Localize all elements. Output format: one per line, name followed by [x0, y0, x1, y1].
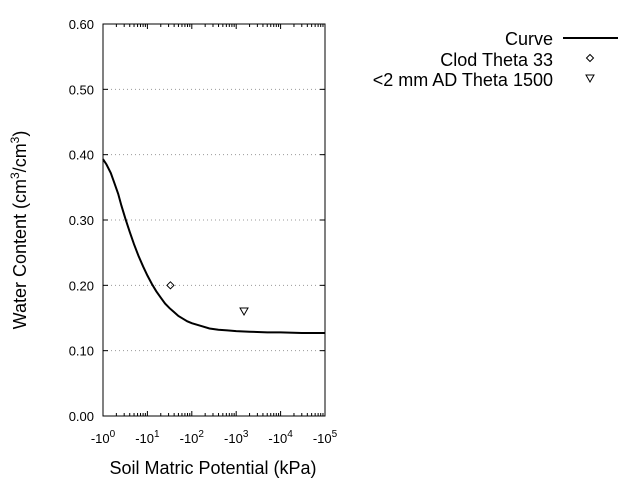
x-tick-labels: -100 -101 -102 -103 -104 -105: [91, 429, 338, 446]
y-tick-label: 0.40: [69, 148, 94, 163]
legend-label-ad-theta-1500: <2 mm AD Theta 1500: [373, 70, 553, 90]
y-tick-label: 0.50: [69, 82, 94, 97]
x-axis-title: Soil Matric Potential (kPa): [109, 458, 316, 478]
legend: Curve Clod Theta 33 <2 mm AD Theta 1500: [373, 29, 618, 90]
legend-label-curve: Curve: [505, 29, 553, 49]
grid-lines: [103, 88, 325, 352]
y-tick-label: 0.60: [69, 17, 94, 32]
y-axis-title-end: ): [10, 131, 30, 137]
y-axis-title-mid: /cm: [10, 143, 30, 172]
legend-marker-diamond: [585, 53, 595, 63]
y-tick-label: 0.00: [69, 409, 94, 424]
y-axis-title-main: Water Content (cm: [10, 179, 30, 329]
y-tick-label: 0.10: [69, 344, 94, 359]
x-tick-label: -103: [224, 429, 249, 446]
clod-theta-33-point: [166, 281, 175, 290]
x-tick-label: -100: [91, 429, 116, 446]
y-tick-labels: 0.00 0.10 0.20 0.30 0.40 0.50 0.60: [69, 17, 94, 424]
x-tick-label: -101: [135, 429, 160, 446]
y-axis-title-sup2: 3: [8, 136, 22, 143]
plot-series: [102, 158, 325, 334]
legend-label-clod-theta-33: Clod Theta 33: [440, 50, 553, 70]
legend-marker-triangle: [585, 74, 595, 84]
y-tick-label: 0.30: [69, 213, 94, 228]
y-tick-label: 0.20: [69, 278, 94, 293]
ad-theta-1500-point: [239, 307, 249, 316]
axis-ticks: [102, 23, 326, 417]
x-tick-label: -105: [313, 429, 338, 446]
y-axis-title-sup1: 3: [8, 172, 22, 179]
curve-line: [102, 158, 325, 334]
x-tick-label: -102: [180, 429, 205, 446]
y-axis-title: Water Content (cm3/cm3): [8, 131, 30, 330]
x-tick-label: -104: [268, 429, 293, 446]
